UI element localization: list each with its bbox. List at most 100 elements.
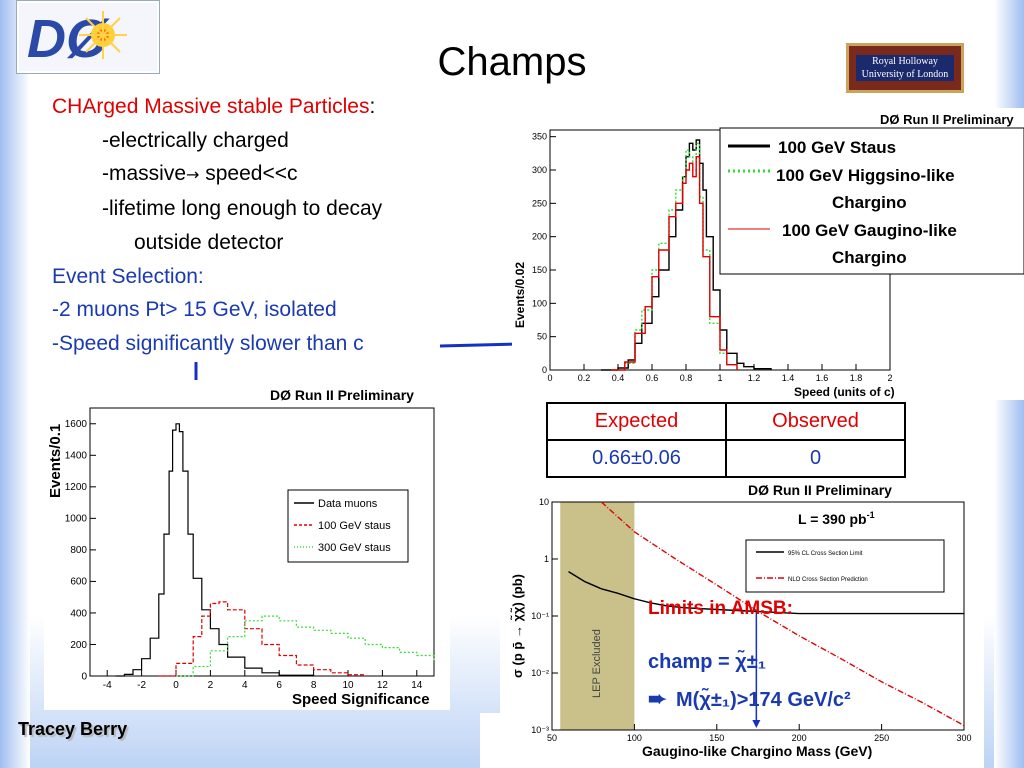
- value-expected: 0.66±0.06: [546, 439, 727, 478]
- royal-holloway-logo: Royal Holloway University of London: [846, 43, 964, 93]
- x-tick-label: 1.6: [816, 373, 829, 383]
- series-line-0: [568, 571, 964, 615]
- series-line-2: [611, 156, 738, 371]
- y-tick-label: 100: [532, 298, 547, 308]
- chart3-title: DØ Run II Preliminary: [748, 482, 892, 498]
- y-tick-label: 350: [532, 132, 547, 142]
- chart3-ylabel: σ (p p̄ → χ̃χ̃) (pb): [510, 574, 525, 678]
- series-line-2: [176, 615, 435, 677]
- speed-significance-chart: DØ Run II Preliminary -4 -2 0 2 4 6 8 10 12 14 0 20…: [44, 380, 450, 710]
- chart1-legend: 100 GeV Staus 100 GeV Higgsino-like Char…: [719, 127, 1024, 275]
- x-tick-label: 8: [311, 680, 317, 691]
- chart1-ylabel: Events/0.02: [513, 262, 527, 328]
- y-tick-label: 0: [542, 365, 547, 375]
- x-tick-label: 14: [411, 680, 423, 691]
- x-tick-label: 150: [709, 733, 724, 743]
- y-tick-label: 10⁻³: [531, 725, 549, 735]
- selection-heading: Event Selection:: [52, 264, 204, 288]
- chart1-title: DØ Run II Preliminary: [880, 112, 1014, 127]
- selection-speed: -Speed significantly slower than c: [52, 331, 364, 355]
- x-tick-label: 0.4: [612, 373, 625, 383]
- y-tick-label: 1000: [65, 514, 88, 525]
- legend-staus: 100 GeV Staus: [778, 138, 896, 157]
- x-tick-label: 0.2: [578, 373, 591, 383]
- x-tick-label: 0.8: [680, 373, 693, 383]
- chart3-xlabel: Gaugino-like Chargino Mass (GeV): [642, 743, 872, 759]
- plot-frame-border: [89, 407, 435, 677]
- y-tick-label: 200: [70, 640, 87, 651]
- x-tick-label: 0: [547, 373, 552, 383]
- bullet-lifetime: -lifetime long enough to decay: [102, 197, 383, 221]
- lep-excluded-band: [560, 502, 635, 730]
- colon: :: [369, 95, 376, 118]
- legend-100-staus: 100 GeV staus: [318, 520, 391, 532]
- legend-300-staus: 300 GeV staus: [318, 542, 391, 554]
- slide-title: Champs: [437, 40, 587, 84]
- chart3-legend: 95% CL Cross Section Limit NLO Cross Sec…: [745, 539, 945, 593]
- x-tick-label: 12: [377, 680, 389, 691]
- x-tick-label: 300: [956, 733, 971, 743]
- series-line-0: [601, 139, 772, 371]
- y-tick-label: 1200: [65, 482, 88, 493]
- series-line-1: [600, 501, 965, 727]
- author-footer: Tracey Berry: [18, 719, 128, 739]
- x-tick-label: 200: [792, 733, 807, 743]
- chart2-legend: Data muons 100 GeV staus 300 GeV staus: [287, 489, 409, 563]
- legend-cl-limit: 95% CL Cross Section Limit: [788, 551, 863, 557]
- x-tick-label: 1.8: [850, 373, 863, 383]
- right-arrow-icon: →: [186, 165, 200, 185]
- logo-line-1: Royal Holloway: [855, 55, 955, 68]
- bullet-lifetime-cont: outside detector: [134, 230, 284, 254]
- results-table: Expected Observed 0.66±0.06 0: [546, 402, 906, 478]
- legend-nlo: NLO Cross Section Prediction: [788, 577, 868, 583]
- bullet-charged: -electrically charged: [102, 128, 289, 152]
- chart1-xlabel: Speed (units of c): [794, 385, 895, 399]
- legend-higgsino: 100 GeV Higgsino-like: [776, 166, 955, 185]
- y-tick-label: 10: [539, 497, 549, 507]
- cross-section-limit-chart: DØ Run II Preliminary 50 100 150 200 250 300 1…: [500, 478, 984, 766]
- mass-limit-text: M(χ̃±₁)>174 GeV/c²: [676, 687, 851, 711]
- x-tick-label: 250: [874, 733, 889, 743]
- luminosity-label: L = 390 pb-1: [798, 510, 875, 527]
- series-line-1: [158, 601, 366, 677]
- series-line-1: [611, 142, 738, 371]
- series-line-0: [115, 423, 315, 677]
- amsb-heading: Limits in AMSB:: [648, 598, 793, 619]
- y-tick-label: 600: [70, 577, 87, 588]
- x-tick-label: 2: [887, 373, 892, 383]
- speed-distribution-chart: DØ Run II Preliminary 0 0.2 0.4 0.6 0.8 1 1.2 1…: [512, 108, 1024, 400]
- x-tick-label: 1.2: [748, 373, 761, 383]
- legend-gaugino: 100 GeV Gaugino-like: [782, 221, 957, 240]
- champ-equation: champ = χ̃±₁: [648, 649, 766, 673]
- header-expected: Expected: [546, 402, 727, 441]
- legend-higgsino-2: Chargino: [832, 193, 907, 212]
- arrow-bullet-icon: ➨: [648, 686, 667, 711]
- y-tick-label: 400: [70, 608, 87, 619]
- y-tick-label: 800: [70, 545, 87, 556]
- x-tick-label: 1.4: [782, 373, 795, 383]
- logo-line-2: University of London: [855, 68, 955, 81]
- bullet-massive: -massive→ speed<<c: [102, 162, 298, 186]
- y-tick-label: 1: [544, 554, 549, 564]
- x-tick-label: 6: [276, 680, 282, 691]
- arrow-right-line: [439, 342, 521, 348]
- x-tick-label: 100: [627, 733, 642, 743]
- chart2-ylabel: Events/0.1: [47, 424, 64, 498]
- y-tick-label: 200: [532, 232, 547, 242]
- legend-data-muons: Data muons: [318, 498, 378, 510]
- y-tick-label: 150: [532, 265, 547, 275]
- y-tick-label: 50: [537, 332, 547, 342]
- chart2-title: DØ Run II Preliminary: [270, 387, 414, 403]
- x-tick-label: 2: [208, 680, 214, 691]
- header-observed: Observed: [725, 402, 906, 441]
- amsb-annotation: Limits in AMSB: champ = χ̃±₁ ➨ M(χ̃±₁)>1…: [648, 598, 851, 711]
- lep-excluded-label: LEP Excluded: [591, 629, 603, 698]
- left-gradient-band: [0, 0, 30, 768]
- legend-gaugino-2: Chargino: [832, 248, 907, 267]
- x-tick-label: -2: [137, 680, 146, 691]
- line-definition: CHArged Massive stable Particles:: [52, 90, 382, 124]
- y-tick-label: 1400: [65, 451, 88, 462]
- x-tick-label: 0: [173, 680, 179, 691]
- y-tick-label: 1600: [65, 419, 88, 430]
- y-tick-label: 0: [81, 671, 87, 682]
